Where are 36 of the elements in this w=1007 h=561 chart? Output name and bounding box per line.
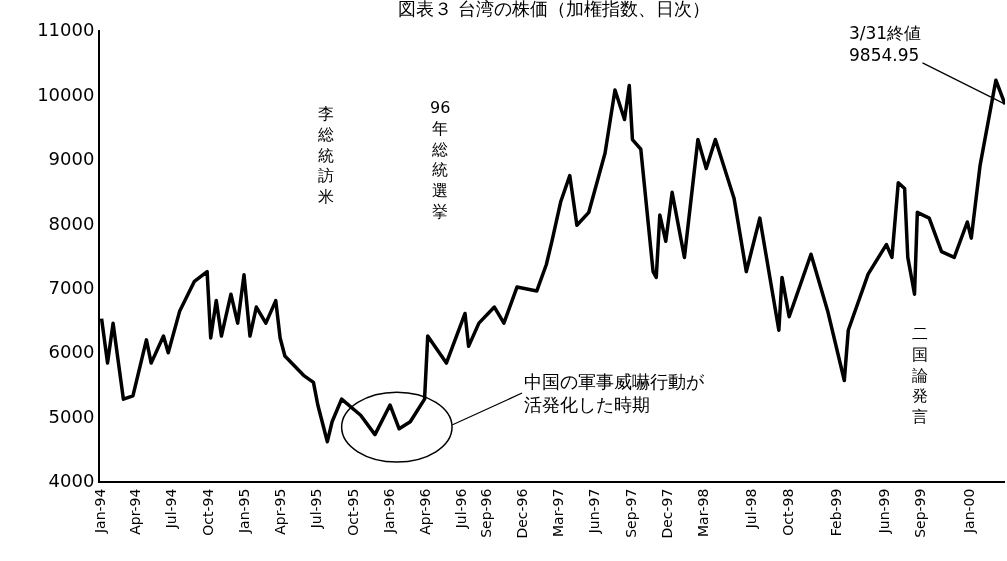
x-tick-label: Jan-95 bbox=[236, 488, 253, 535]
annotation: 李総統訪米 bbox=[317, 104, 334, 207]
x-tick-label: Jun-99 bbox=[875, 488, 892, 535]
x-tick-label: Dec-97 bbox=[658, 488, 675, 539]
y-tick-label: 5000 bbox=[48, 405, 95, 427]
x-tick-label: Jan-96 bbox=[381, 488, 398, 535]
y-tick-label: 9000 bbox=[48, 148, 95, 170]
x-tick-label: Mar-98 bbox=[694, 488, 711, 537]
x-tick-label: Apr-95 bbox=[272, 488, 289, 535]
y-tick-label: 6000 bbox=[48, 341, 95, 363]
y-tick-label: 11000 bbox=[37, 19, 95, 41]
y-tick-label: 7000 bbox=[48, 277, 95, 299]
x-tick-label: Jul-95 bbox=[308, 488, 325, 530]
y-tick-label: 10000 bbox=[37, 83, 95, 105]
annotation: 二国論発言 bbox=[912, 324, 928, 427]
x-tick-label: Jan-00 bbox=[960, 488, 977, 535]
chart-title: 図表３ 台湾の株価（加権指数、日次） bbox=[397, 0, 710, 20]
x-tick-label: Sep-97 bbox=[622, 488, 639, 538]
x-tick-label: Dec-96 bbox=[514, 488, 531, 539]
x-tick-label: Sep-99 bbox=[912, 488, 929, 538]
x-tick-label: Oct-95 bbox=[344, 488, 361, 536]
x-tick-label: Oct-98 bbox=[779, 488, 796, 536]
x-tick-label: Apr-94 bbox=[127, 488, 144, 535]
annotation: 中国の軍事威嚇行動が活発化した時期 bbox=[524, 371, 705, 416]
x-tick-label: Mar-97 bbox=[549, 488, 566, 537]
annotation: 96年総統選挙 bbox=[430, 98, 451, 221]
x-tick-label: Jul-94 bbox=[163, 488, 180, 530]
x-tick-label: Apr-96 bbox=[417, 488, 434, 535]
x-tick-label: Feb-99 bbox=[828, 488, 845, 537]
x-tick-label: Oct-94 bbox=[199, 488, 216, 536]
x-tick-label: Sep-96 bbox=[477, 488, 494, 538]
x-tick-label: Jun-97 bbox=[586, 488, 603, 535]
x-tick-label: Jul-98 bbox=[743, 488, 760, 530]
x-tick-label: Jul-96 bbox=[453, 488, 470, 530]
annotation: 3/31終値 9854.95 bbox=[849, 23, 922, 66]
y-tick-label: 8000 bbox=[48, 212, 95, 234]
